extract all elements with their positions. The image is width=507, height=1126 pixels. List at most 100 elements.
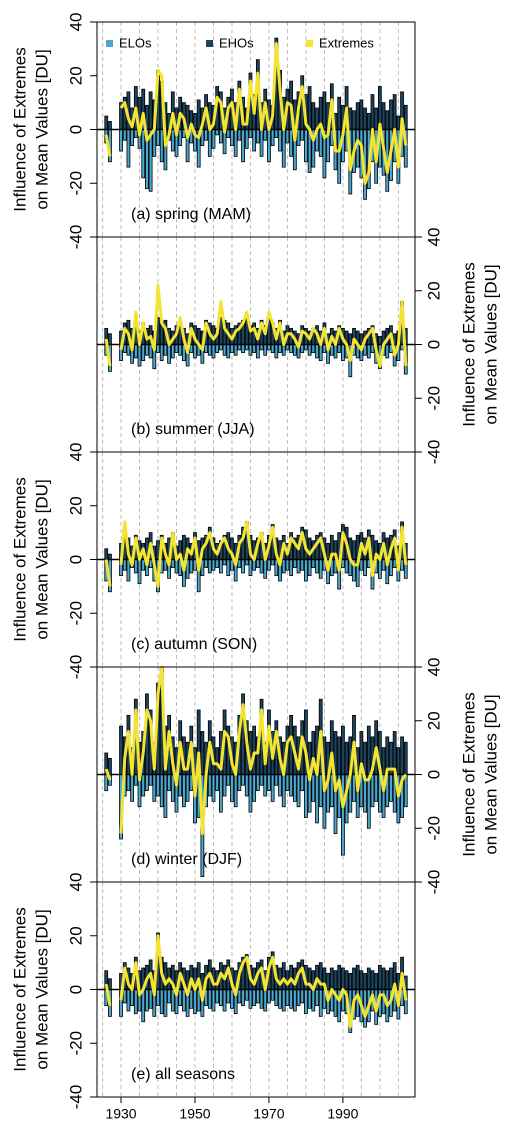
bar xyxy=(159,989,164,1015)
bar xyxy=(315,559,319,574)
bar xyxy=(285,129,290,144)
bar xyxy=(333,344,338,359)
bar xyxy=(278,989,282,1009)
bar xyxy=(377,559,382,579)
bar xyxy=(133,989,138,1015)
bar xyxy=(244,344,249,351)
bar xyxy=(377,964,382,990)
bar xyxy=(218,989,223,1007)
y-tick-label: -20 xyxy=(424,386,443,411)
bar xyxy=(278,129,282,152)
bar xyxy=(326,972,330,990)
bar xyxy=(119,129,123,152)
bar xyxy=(274,129,279,138)
y-axis-title: on Mean Values [DU] xyxy=(32,479,51,639)
bar xyxy=(374,972,379,990)
bar xyxy=(182,989,186,1012)
bar xyxy=(326,542,330,560)
bar xyxy=(226,344,231,359)
bar xyxy=(222,774,227,797)
bar xyxy=(170,559,175,568)
bar xyxy=(200,731,205,775)
bar xyxy=(259,774,264,786)
legend-label: Extremes xyxy=(319,35,374,50)
bar xyxy=(156,989,160,1007)
y-tick-label: -40 xyxy=(424,440,443,465)
bar xyxy=(204,344,208,353)
bar xyxy=(396,747,401,775)
bar xyxy=(122,989,127,1004)
bar xyxy=(318,774,323,808)
bar xyxy=(392,94,397,130)
bar xyxy=(274,989,279,1007)
bar xyxy=(355,964,360,990)
bar xyxy=(377,336,382,345)
bar xyxy=(366,725,371,775)
bar xyxy=(285,774,290,792)
bar xyxy=(296,559,301,574)
bar xyxy=(263,344,268,356)
bar xyxy=(281,774,286,808)
bar xyxy=(237,989,242,1004)
bar xyxy=(263,989,268,1012)
bar xyxy=(370,94,375,130)
bar xyxy=(104,115,109,130)
bar xyxy=(226,989,231,1004)
bar xyxy=(255,989,260,1004)
bar xyxy=(211,989,216,1012)
bar xyxy=(148,989,153,1009)
bar xyxy=(104,548,109,560)
bar xyxy=(278,344,282,353)
bar xyxy=(141,344,146,362)
bar xyxy=(381,747,386,775)
bar xyxy=(352,110,356,130)
bar xyxy=(274,559,279,577)
bar xyxy=(389,967,393,990)
bar xyxy=(363,972,367,990)
bar xyxy=(211,559,216,571)
bar xyxy=(226,129,231,138)
y-tick-label: -40 xyxy=(424,870,443,895)
bar xyxy=(263,559,268,579)
bar xyxy=(126,989,131,1012)
bar xyxy=(311,344,316,353)
bar xyxy=(241,344,245,353)
bar xyxy=(178,774,183,797)
bar xyxy=(252,989,257,1007)
bar xyxy=(278,774,282,797)
bar xyxy=(174,559,179,574)
bar xyxy=(189,559,194,574)
bar xyxy=(167,344,171,364)
y-axis-title: Influence of Extremes xyxy=(459,262,478,426)
bar xyxy=(296,774,301,808)
bar xyxy=(182,774,186,808)
bar xyxy=(281,129,286,168)
bar xyxy=(230,344,234,353)
bar xyxy=(341,344,345,362)
bar xyxy=(344,741,349,775)
bar xyxy=(222,559,227,566)
bar xyxy=(315,774,319,824)
extremes-line xyxy=(104,934,408,1029)
bar xyxy=(178,344,183,356)
legend-marker xyxy=(106,40,113,47)
x-tick-label: 1990 xyxy=(327,1106,358,1122)
bar xyxy=(300,344,305,353)
bar xyxy=(178,129,183,147)
bar xyxy=(304,559,308,582)
bar xyxy=(370,344,375,353)
bar xyxy=(218,344,223,351)
bar xyxy=(237,344,242,351)
bar xyxy=(274,774,279,786)
y-tick-label: 20 xyxy=(424,711,443,730)
bar xyxy=(267,774,271,792)
bar xyxy=(163,344,168,356)
bar xyxy=(348,333,353,345)
bar xyxy=(281,344,286,356)
bar xyxy=(252,774,257,802)
bar xyxy=(148,91,153,130)
bar xyxy=(108,757,112,775)
bar xyxy=(230,129,234,147)
bar xyxy=(126,129,131,168)
bar xyxy=(156,774,160,797)
